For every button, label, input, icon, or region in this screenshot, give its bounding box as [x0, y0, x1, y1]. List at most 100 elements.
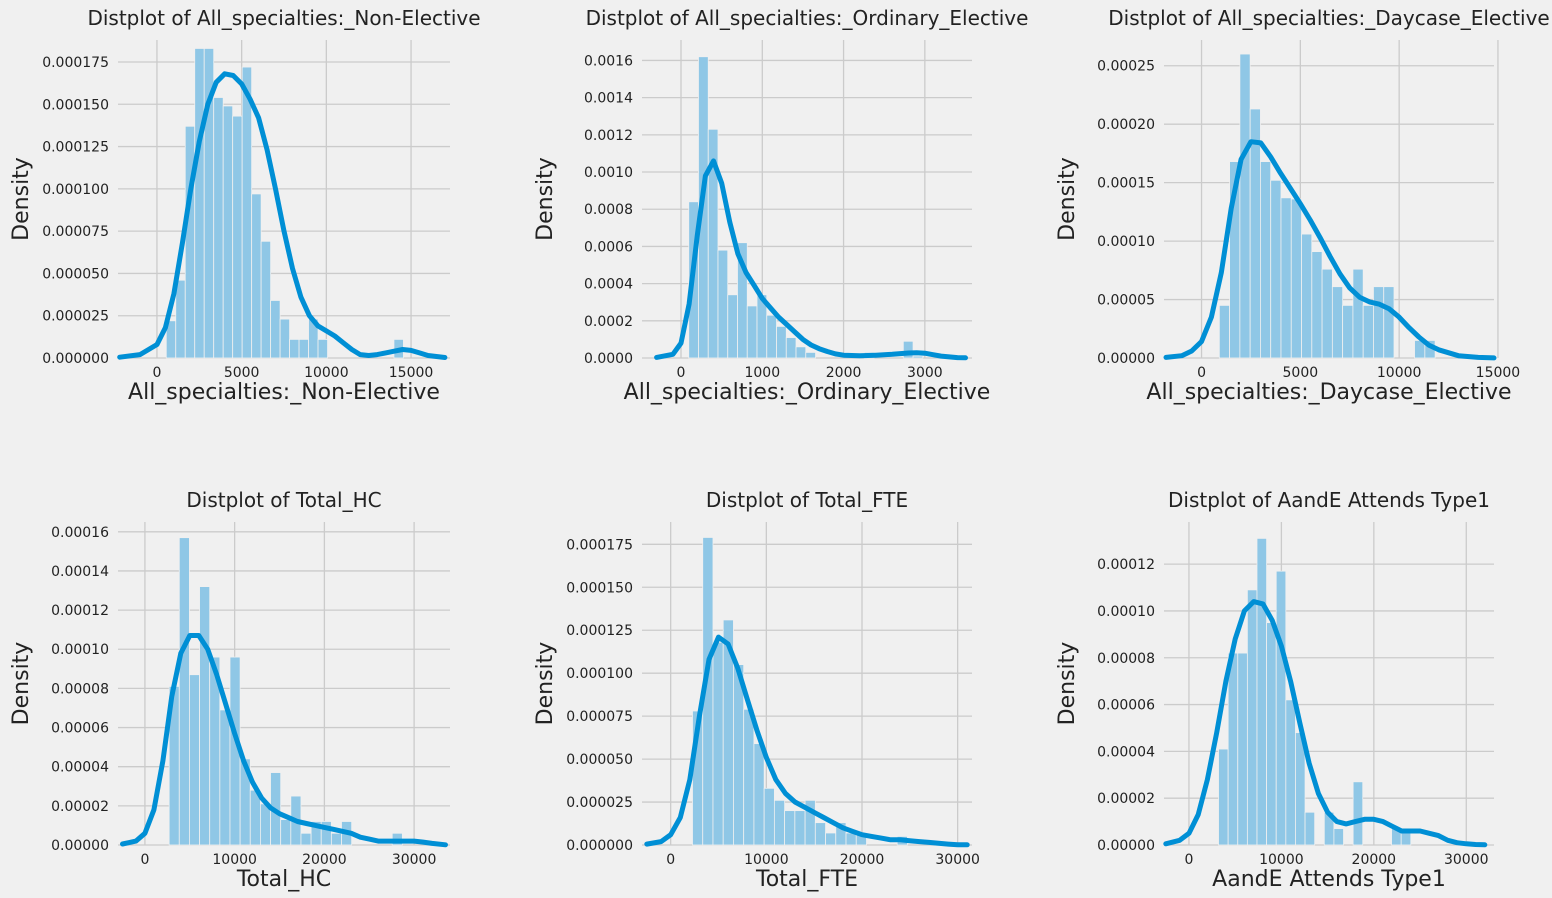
x-tick-label: 0 — [1184, 852, 1193, 868]
histogram-bar — [279, 318, 290, 359]
kde-line — [117, 71, 448, 360]
y-tick-label: 0.00006 — [1097, 698, 1155, 714]
y-tick-label: 0.00010 — [1097, 604, 1155, 620]
histogram-bar — [766, 314, 777, 359]
y-tick-label: 0.00000 — [1097, 351, 1155, 367]
y-tick-label: 0.0014 — [584, 91, 633, 107]
histogram-bar — [1331, 286, 1344, 359]
histogram-bar — [902, 340, 914, 359]
subplot-2: 0 1000 2000 3000 0.0000 0.0002 0.0004 0.0006 0.0… — [533, 6, 1028, 405]
subplot-title: Distplot of AandE Attends Type1 — [1168, 488, 1490, 512]
y-tick-label: 0.00016 — [51, 525, 109, 541]
x-axis-label: All_specialties:_Daycase_Elective — [1146, 380, 1511, 405]
y-tick-label: 0.000175 — [566, 537, 633, 553]
histogram-bar — [232, 115, 243, 359]
y-tick-label: 0.000125 — [42, 140, 109, 156]
y-tick-label: 0.0000 — [584, 351, 633, 367]
y-tick-label: 0.000125 — [566, 623, 633, 639]
y-tick-label: 0.00014 — [51, 564, 109, 580]
x-axis-label: Total_FTE — [755, 867, 858, 892]
x-tick-label: 15000 — [389, 365, 434, 381]
histogram-bar — [270, 300, 281, 359]
histogram-bar — [1249, 108, 1261, 359]
histogram-bar — [1270, 179, 1282, 359]
histogram-bar — [776, 325, 787, 359]
x-tick-label: 10000 — [1259, 852, 1304, 868]
histogram-bar — [178, 537, 190, 846]
histogram-bar — [1285, 699, 1296, 846]
x-axis-label: Total_HC — [236, 867, 331, 892]
y-axis-label: Density — [9, 642, 34, 726]
y-tick-label: 0.00008 — [1097, 651, 1155, 667]
histogram-bar — [280, 819, 292, 846]
histogram-bar — [1239, 53, 1251, 359]
x-tick-label: 5000 — [1283, 365, 1319, 381]
y-tick-label: 0.000100 — [566, 666, 633, 682]
y-tick-label: 0.00004 — [1097, 744, 1155, 760]
histogram-bar — [241, 66, 253, 359]
kde-line — [1163, 599, 1488, 848]
histogram-bar — [1218, 748, 1229, 846]
x-tick-label: 0 — [677, 365, 686, 381]
x-tick-label: 5000 — [224, 365, 260, 381]
x-tick-label: 10000 — [212, 852, 257, 868]
histogram-bar — [1373, 286, 1385, 359]
y-tick-label: 0.00010 — [51, 642, 109, 658]
subplot-5: 0 10000 20000 30000 0.000000 0.000025 0.000050… — [533, 488, 980, 892]
histogram-bar — [1246, 589, 1258, 846]
y-tick-label: 0.00000 — [51, 838, 109, 854]
histogram-bar — [249, 789, 261, 846]
x-axis-label: All_specialties:_Non-Elective — [128, 380, 440, 405]
y-tick-label: 0.00012 — [1097, 557, 1155, 573]
y-axis-label: Density — [533, 157, 558, 241]
histogram-bar — [219, 709, 231, 846]
y-tick-label: 0.00008 — [51, 681, 109, 697]
histogram-bar — [794, 810, 806, 846]
subplot-3: 0 5000 10000 15000 0.00000 0.00005 0.00010 0.00… — [1055, 6, 1550, 405]
subplot-title: Distplot of All_specialties:_Ordinary_El… — [586, 6, 1029, 30]
y-axis-label: Density — [9, 157, 34, 241]
kde-line — [120, 633, 448, 848]
histogram-bar — [298, 338, 309, 359]
histogram-bar — [712, 641, 724, 846]
y-tick-label: 0.000175 — [42, 55, 109, 71]
histogram-bar — [199, 586, 211, 846]
histogram-bar — [1383, 286, 1395, 359]
histogram-bar — [737, 242, 748, 359]
y-tick-label: 0.00010 — [1097, 234, 1155, 250]
histogram-bar — [785, 337, 797, 359]
y-tick-label: 0.0010 — [584, 165, 633, 181]
y-tick-label: 0.0006 — [584, 239, 633, 255]
histogram-bar — [773, 799, 786, 846]
y-tick-label: 0.0012 — [584, 128, 633, 144]
x-tick-label: 20000 — [1352, 852, 1397, 868]
y-tick-label: 0.00012 — [51, 603, 109, 619]
x-tick-label: 10000 — [304, 365, 349, 381]
histogram-bar — [1256, 537, 1268, 846]
y-tick-label: 0.00000 — [1097, 838, 1155, 854]
y-axis-label: Density — [1055, 157, 1080, 241]
subplot-title: Distplot of Total_FTE — [706, 488, 908, 512]
x-tick-label: 30000 — [935, 852, 980, 868]
histogram-bar — [1227, 652, 1239, 846]
histogram-bar — [175, 279, 186, 359]
kde-line — [1163, 139, 1497, 361]
x-axis-label: All_specialties:_Ordinary_Elective — [624, 380, 991, 405]
histogram-bar — [1301, 233, 1313, 359]
y-tick-label: 0.000050 — [566, 752, 633, 768]
subplot-4: 0 10000 20000 30000 0.00000 0.00002 0.00004 0.0… — [9, 488, 450, 892]
histogram-bar — [733, 664, 745, 846]
x-tick-label: 3000 — [907, 365, 943, 381]
histogram-bar — [1260, 161, 1272, 359]
histogram-bar — [746, 305, 758, 359]
subplot-title: Distplot of Total_HC — [186, 488, 381, 512]
histogram-bar — [1311, 251, 1323, 359]
x-tick-label: 0 — [666, 852, 675, 868]
histogram-bar — [1362, 304, 1374, 359]
histogram-bar — [1352, 781, 1364, 846]
histogram-bar — [251, 193, 262, 359]
histogram-bar — [727, 294, 738, 359]
y-tick-label: 0.00020 — [1097, 117, 1155, 133]
histogram-bar — [814, 822, 826, 846]
